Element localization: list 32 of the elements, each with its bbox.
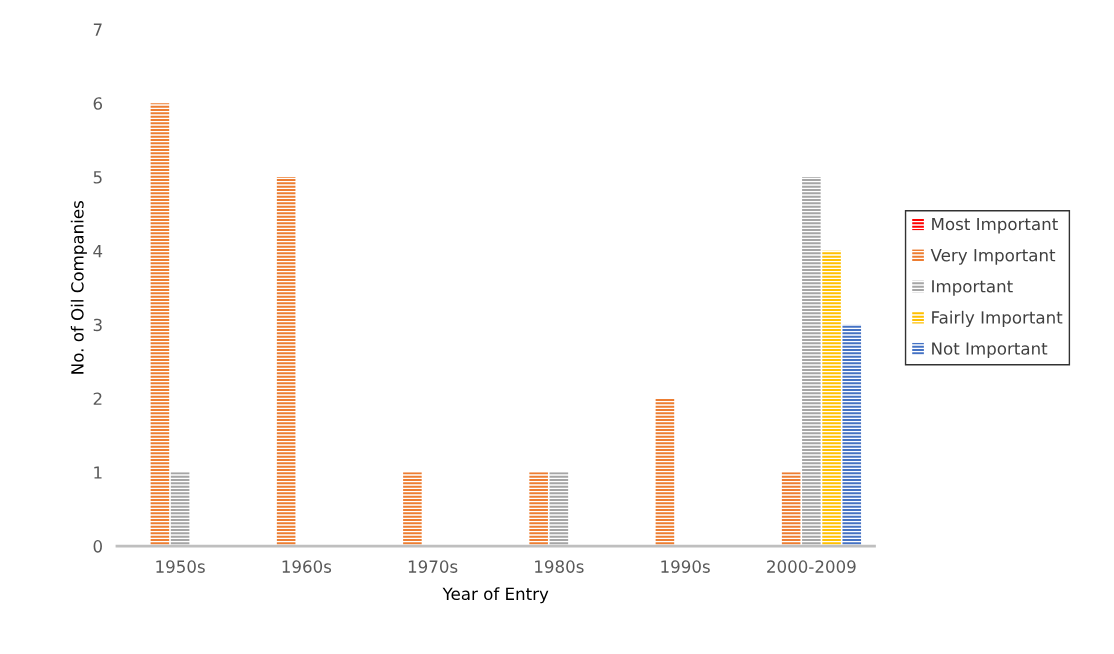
y-tick-label: 0 — [93, 540, 102, 553]
bar — [655, 398, 675, 547]
bar — [170, 472, 190, 547]
bar — [150, 103, 170, 547]
x-tick-label: 1950s — [156, 560, 205, 573]
x-tick-label: 1960s — [282, 560, 332, 573]
legend-label: Very Important — [930, 249, 1056, 265]
legend-label: Important — [932, 280, 1013, 296]
bar — [403, 472, 422, 547]
bar — [276, 177, 296, 547]
x-tick-label: 1980s — [535, 560, 584, 573]
legend-label: Not Important — [932, 342, 1048, 359]
legend-label: Most Important — [932, 217, 1058, 234]
y-tick-label: 4 — [93, 245, 103, 258]
x-axis-title: Year of Entry — [442, 587, 549, 604]
x-tick-label: 1970s — [408, 560, 458, 573]
bar — [549, 472, 569, 547]
y-tick-label: 3 — [93, 318, 102, 332]
legend-label: Fairly Important — [932, 310, 1063, 327]
bar — [781, 472, 801, 547]
bar — [842, 324, 862, 547]
y-tick-label: 2 — [93, 392, 102, 405]
x-tick-label: 1990s — [661, 560, 710, 573]
y-tick-label: 6 — [93, 97, 103, 110]
y-axis-title: No. of Oil Companies — [70, 201, 87, 374]
bar — [802, 177, 821, 547]
y-tick-label: 1 — [94, 466, 102, 479]
y-tick-label: 5 — [93, 171, 102, 184]
y-tick-label: 7 — [93, 23, 102, 36]
bar — [822, 250, 841, 547]
bar — [529, 472, 548, 547]
x-tick-label: 2000-2009 — [767, 560, 856, 573]
